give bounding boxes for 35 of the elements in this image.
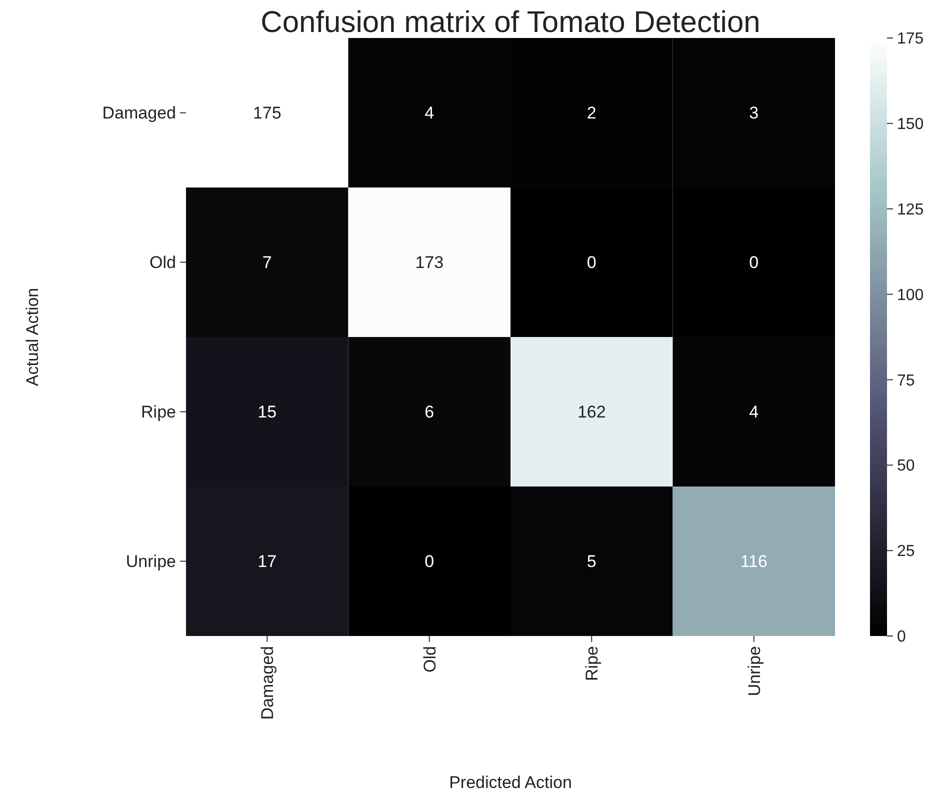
data-label: 0 bbox=[586, 253, 596, 272]
data-label: 116 bbox=[740, 552, 768, 572]
color-bar-label: 175 bbox=[897, 30, 924, 48]
data-label: 4 bbox=[749, 402, 759, 422]
chart-title: Confusion matrix of Tomato Detection bbox=[260, 6, 760, 39]
data-label: 0 bbox=[424, 552, 434, 572]
color-bar-label: 0 bbox=[897, 628, 906, 646]
x-axis-title: Predicted Action bbox=[449, 773, 572, 792]
x-tick-label: Damaged bbox=[258, 646, 278, 720]
color-bar-label: 150 bbox=[897, 116, 924, 134]
data-label: 3 bbox=[749, 104, 759, 123]
data-label: 162 bbox=[577, 402, 606, 422]
color-bar-label: 125 bbox=[897, 201, 924, 218]
data-label: 5 bbox=[586, 552, 596, 572]
y-tick-label: Old bbox=[150, 253, 176, 272]
data-label: 17 bbox=[258, 552, 277, 572]
color-bar-label: 100 bbox=[897, 286, 924, 304]
data-label: 15 bbox=[258, 402, 277, 422]
color-bar-label: 50 bbox=[897, 458, 915, 475]
data-label: 173 bbox=[415, 253, 444, 272]
y-tick-label: Damaged bbox=[102, 104, 176, 123]
color-bar-label: 25 bbox=[897, 543, 915, 560]
x-tick-label: Unripe bbox=[744, 646, 764, 696]
x-tick-label: Ripe bbox=[582, 646, 602, 681]
data-label: 2 bbox=[586, 104, 596, 123]
color-bar-label: 75 bbox=[897, 372, 915, 390]
y-tick-label: Unripe bbox=[126, 552, 176, 572]
data-label: 7 bbox=[262, 253, 272, 272]
y-axis-title: Actual Action bbox=[23, 288, 42, 386]
data-label: 4 bbox=[424, 104, 434, 123]
y-tick-label: Ripe bbox=[141, 402, 176, 422]
data-label: 175 bbox=[252, 104, 282, 123]
data-label: 0 bbox=[749, 253, 759, 272]
x-tick-label: Old bbox=[420, 646, 440, 672]
data-label: 6 bbox=[424, 402, 434, 422]
